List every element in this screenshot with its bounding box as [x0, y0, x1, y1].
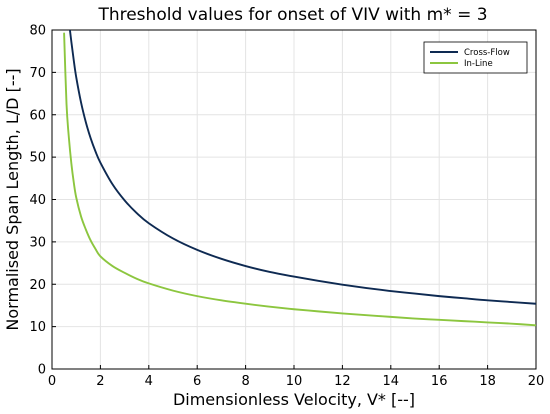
legend-box	[423, 41, 528, 74]
x-tick-label: 6	[193, 374, 201, 389]
series-line-cross-flow	[68, 30, 536, 305]
x-tick-label: 14	[383, 374, 400, 389]
x-tick-label: 10	[286, 374, 303, 389]
y-axis-title: Normalised Span Length, L/D [--]	[3, 68, 22, 330]
legend: Cross-Flow In-Line	[423, 41, 528, 74]
legend-label-cross-flow: Cross-Flow	[464, 48, 510, 58]
x-tick-label: 4	[145, 374, 153, 389]
x-tick-label: 18	[479, 374, 496, 389]
y-tick-label: 50	[29, 151, 46, 166]
y-tick-label: 10	[29, 320, 46, 335]
y-tick-label: 60	[29, 108, 46, 123]
y-tick-label: 20	[29, 278, 46, 293]
chart-title: Threshold values for onset of VIV with m…	[97, 5, 487, 25]
x-tick-label: 8	[241, 374, 249, 389]
series-lines	[63, 30, 536, 327]
x-tick-label: 20	[528, 374, 545, 389]
x-tick-label: 16	[431, 374, 448, 389]
x-tick-label: 12	[334, 374, 351, 389]
y-tick-label: 0	[38, 363, 46, 378]
y-tick-label: 30	[29, 235, 46, 250]
ticks: 0 2 4 6 8 10 12 14 16 18 20 0 10 20 30 40 50 60 70 80	[29, 24, 544, 390]
x-tick-label: 0	[48, 374, 56, 389]
x-tick-label: 2	[96, 374, 104, 389]
y-tick-label: 70	[29, 66, 46, 81]
y-tick-label: 40	[29, 193, 46, 208]
y-tick-label: 80	[29, 24, 46, 39]
series-line-in-line	[63, 32, 536, 327]
x-axis-title: Dimensionless Velocity, V* [--]	[173, 390, 415, 409]
legend-label-in-line: In-Line	[464, 59, 493, 69]
